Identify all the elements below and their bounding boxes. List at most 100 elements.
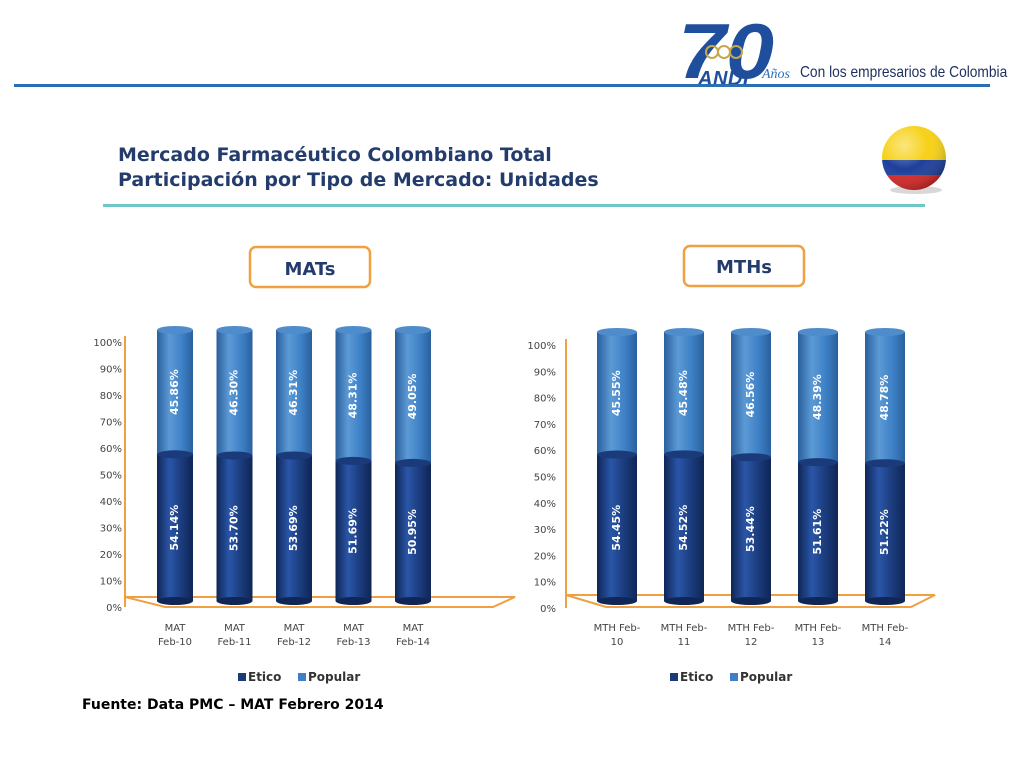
chart-2-data-label-popular: 48.39% — [811, 374, 824, 420]
chart-1-data-label-etico: 53.69% — [287, 505, 300, 551]
chart-2-bar-etico — [798, 462, 838, 601]
chart-2-y-tick-label: 80% — [534, 394, 556, 405]
chart-1-y-tick-label: 100% — [93, 338, 122, 349]
legend-label-etico: Etico — [680, 670, 713, 684]
chart-1-bar-popular — [157, 330, 193, 455]
logo-mark-icon: 70 — [678, 10, 774, 82]
chart-1-bar-popular-top — [276, 326, 312, 334]
chart-1-bar-split — [216, 451, 253, 460]
chart-2-title: MTHs — [716, 257, 772, 278]
chart-1-y-tick-label: 50% — [100, 471, 122, 482]
chart-2-bar-popular — [731, 332, 771, 458]
chart-2-y-tick-label: 10% — [534, 578, 556, 589]
chart-1-x-tick-label: MAT — [403, 623, 425, 634]
chart-2-bar-etico — [597, 454, 637, 601]
chart-2-bar-split — [664, 450, 704, 459]
chart-2-x-tick-label: 14 — [879, 637, 892, 648]
chart-2-x-tick-label: 13 — [812, 637, 825, 648]
legend-swatch-popular — [730, 673, 738, 681]
title-divider — [103, 204, 925, 207]
chart-2-bar-popular-top — [731, 328, 771, 336]
chart-2-bar-etico-base — [865, 597, 905, 605]
subtitle-emphasis: Unidades — [498, 169, 599, 191]
chart-1-y-tick-label: 20% — [100, 550, 122, 561]
chart-2-data-label-popular: 48.78% — [878, 375, 891, 421]
chart-1-bar-etico — [216, 455, 253, 601]
chart-2-data-label-popular: 45.55% — [610, 370, 623, 416]
chart-1-bar-etico — [157, 454, 193, 601]
chart-2-bar-split — [597, 450, 637, 459]
chart-1-bar-popular-top — [395, 326, 431, 334]
chart-1-floor — [124, 596, 516, 608]
chart-2-x-tick-label: MTH Feb- — [661, 623, 708, 634]
chart-2-bar-etico — [664, 454, 704, 601]
chart-1-data-label-popular: 49.05% — [406, 374, 419, 420]
chart-1-x-tick-label: MAT — [343, 623, 365, 634]
chart-2-y-tick-label: 90% — [534, 367, 556, 378]
chart-1-x-tick-label: Feb-12 — [277, 637, 311, 648]
chart-2-x-tick-label: MTH Feb- — [594, 623, 641, 634]
chart-1-x-tick-label: Feb-14 — [396, 637, 430, 648]
chart-1-bar-popular-top — [157, 326, 193, 334]
chart-1-data-label-etico: 53.70% — [228, 505, 241, 551]
chart-1-bar-popular — [216, 330, 253, 456]
chart-2-data-label-etico: 54.52% — [677, 505, 690, 551]
chart-2-bar-popular — [597, 332, 637, 455]
chart-1-bar-split — [335, 456, 372, 465]
chart-2-bar-etico — [731, 457, 771, 601]
chart-2-bar-split — [731, 453, 771, 462]
chart-1-bar-split — [157, 450, 193, 459]
chart-2-data-label-etico: 51.22% — [878, 509, 891, 555]
chart-1-bar-popular-top — [335, 326, 372, 334]
chart-1-x-tick-label: MAT — [284, 623, 306, 634]
chart-1-bar-etico-base — [157, 597, 193, 605]
legend-label-etico: Etico — [248, 670, 281, 684]
chart-1-bar-split — [276, 451, 312, 460]
chart-2-bar-popular — [798, 332, 838, 463]
subtitle-prefix: Participación por Tipo de Mercado: — [118, 169, 499, 191]
chart-2-bar-etico-base — [597, 597, 637, 605]
chart-1-title-box — [248, 245, 372, 289]
chart-2-data-label-etico: 53.44% — [744, 506, 757, 552]
chart-1-legend: Etico Popular — [238, 670, 360, 684]
chart-2-x-tick-label: 11 — [678, 637, 691, 648]
chart-1-bar-etico-base — [395, 597, 431, 605]
chart-1-x-tick-label: Feb-11 — [217, 637, 251, 648]
chart-1-y-tick-label: 80% — [100, 391, 122, 402]
chart-2-bar-popular-top — [865, 328, 905, 336]
chart-1-bar-etico-base — [276, 597, 312, 605]
chart-1-x-tick-label: Feb-13 — [336, 637, 370, 648]
chart-1-bar-popular — [276, 330, 312, 456]
chart-2-bar-etico-base — [731, 597, 771, 605]
chart-1-data-label-popular: 45.86% — [168, 369, 181, 415]
chart-2-y-tick-label: 30% — [534, 525, 556, 536]
chart-1-y-tick-label: 60% — [100, 444, 122, 455]
chart-2-x-tick-label: MTH Feb- — [862, 623, 909, 634]
chart-2-x-tick-label: 10 — [611, 637, 624, 648]
chart-2-data-label-popular: 46.56% — [744, 372, 757, 418]
chart-1-y-tick-label: 70% — [100, 418, 122, 429]
chart-2-bar-split — [865, 459, 905, 468]
chart-2-x-tick-label: 12 — [745, 637, 758, 648]
colombia-flag-icon — [882, 126, 946, 194]
slide-subtitle: Participación por Tipo de Mercado: Unida… — [118, 169, 599, 191]
chart-2-legend: Etico Popular — [670, 670, 792, 684]
chart-2-bar-etico-base — [664, 597, 704, 605]
slide-title: Mercado Farmacéutico Colombiano Total — [118, 144, 552, 166]
chart-1-bar-popular — [395, 330, 431, 463]
chart-1-y-tick-label: 90% — [100, 365, 122, 376]
chart-1-y-tick-label: 0% — [106, 603, 122, 614]
chart-2: MTHs 0% 10% 20% 30% 40% 50% 60% 70% 80% 90% 100% 54.… — [527, 244, 936, 684]
chart-2-bar-popular-top — [798, 328, 838, 336]
chart-2-y-tick-label: 40% — [534, 499, 556, 510]
chart-1-bar-etico-base — [335, 597, 372, 605]
chart-1-bar-etico — [395, 462, 431, 601]
chart-1-bar-popular-top — [216, 326, 253, 334]
chart-2-y-tick-label: 20% — [534, 551, 556, 562]
chart-1-data-label-etico: 54.14% — [168, 505, 181, 551]
chart-2-x-tick-label: MTH Feb- — [795, 623, 842, 634]
chart-1-y-tick-label: 10% — [100, 577, 122, 588]
chart-2-bar-split — [798, 458, 838, 467]
chart-1-bar-etico — [276, 455, 312, 601]
andi-70-years-logo: 70 ANDI Años Con los empresarios de Colo… — [678, 10, 1007, 90]
